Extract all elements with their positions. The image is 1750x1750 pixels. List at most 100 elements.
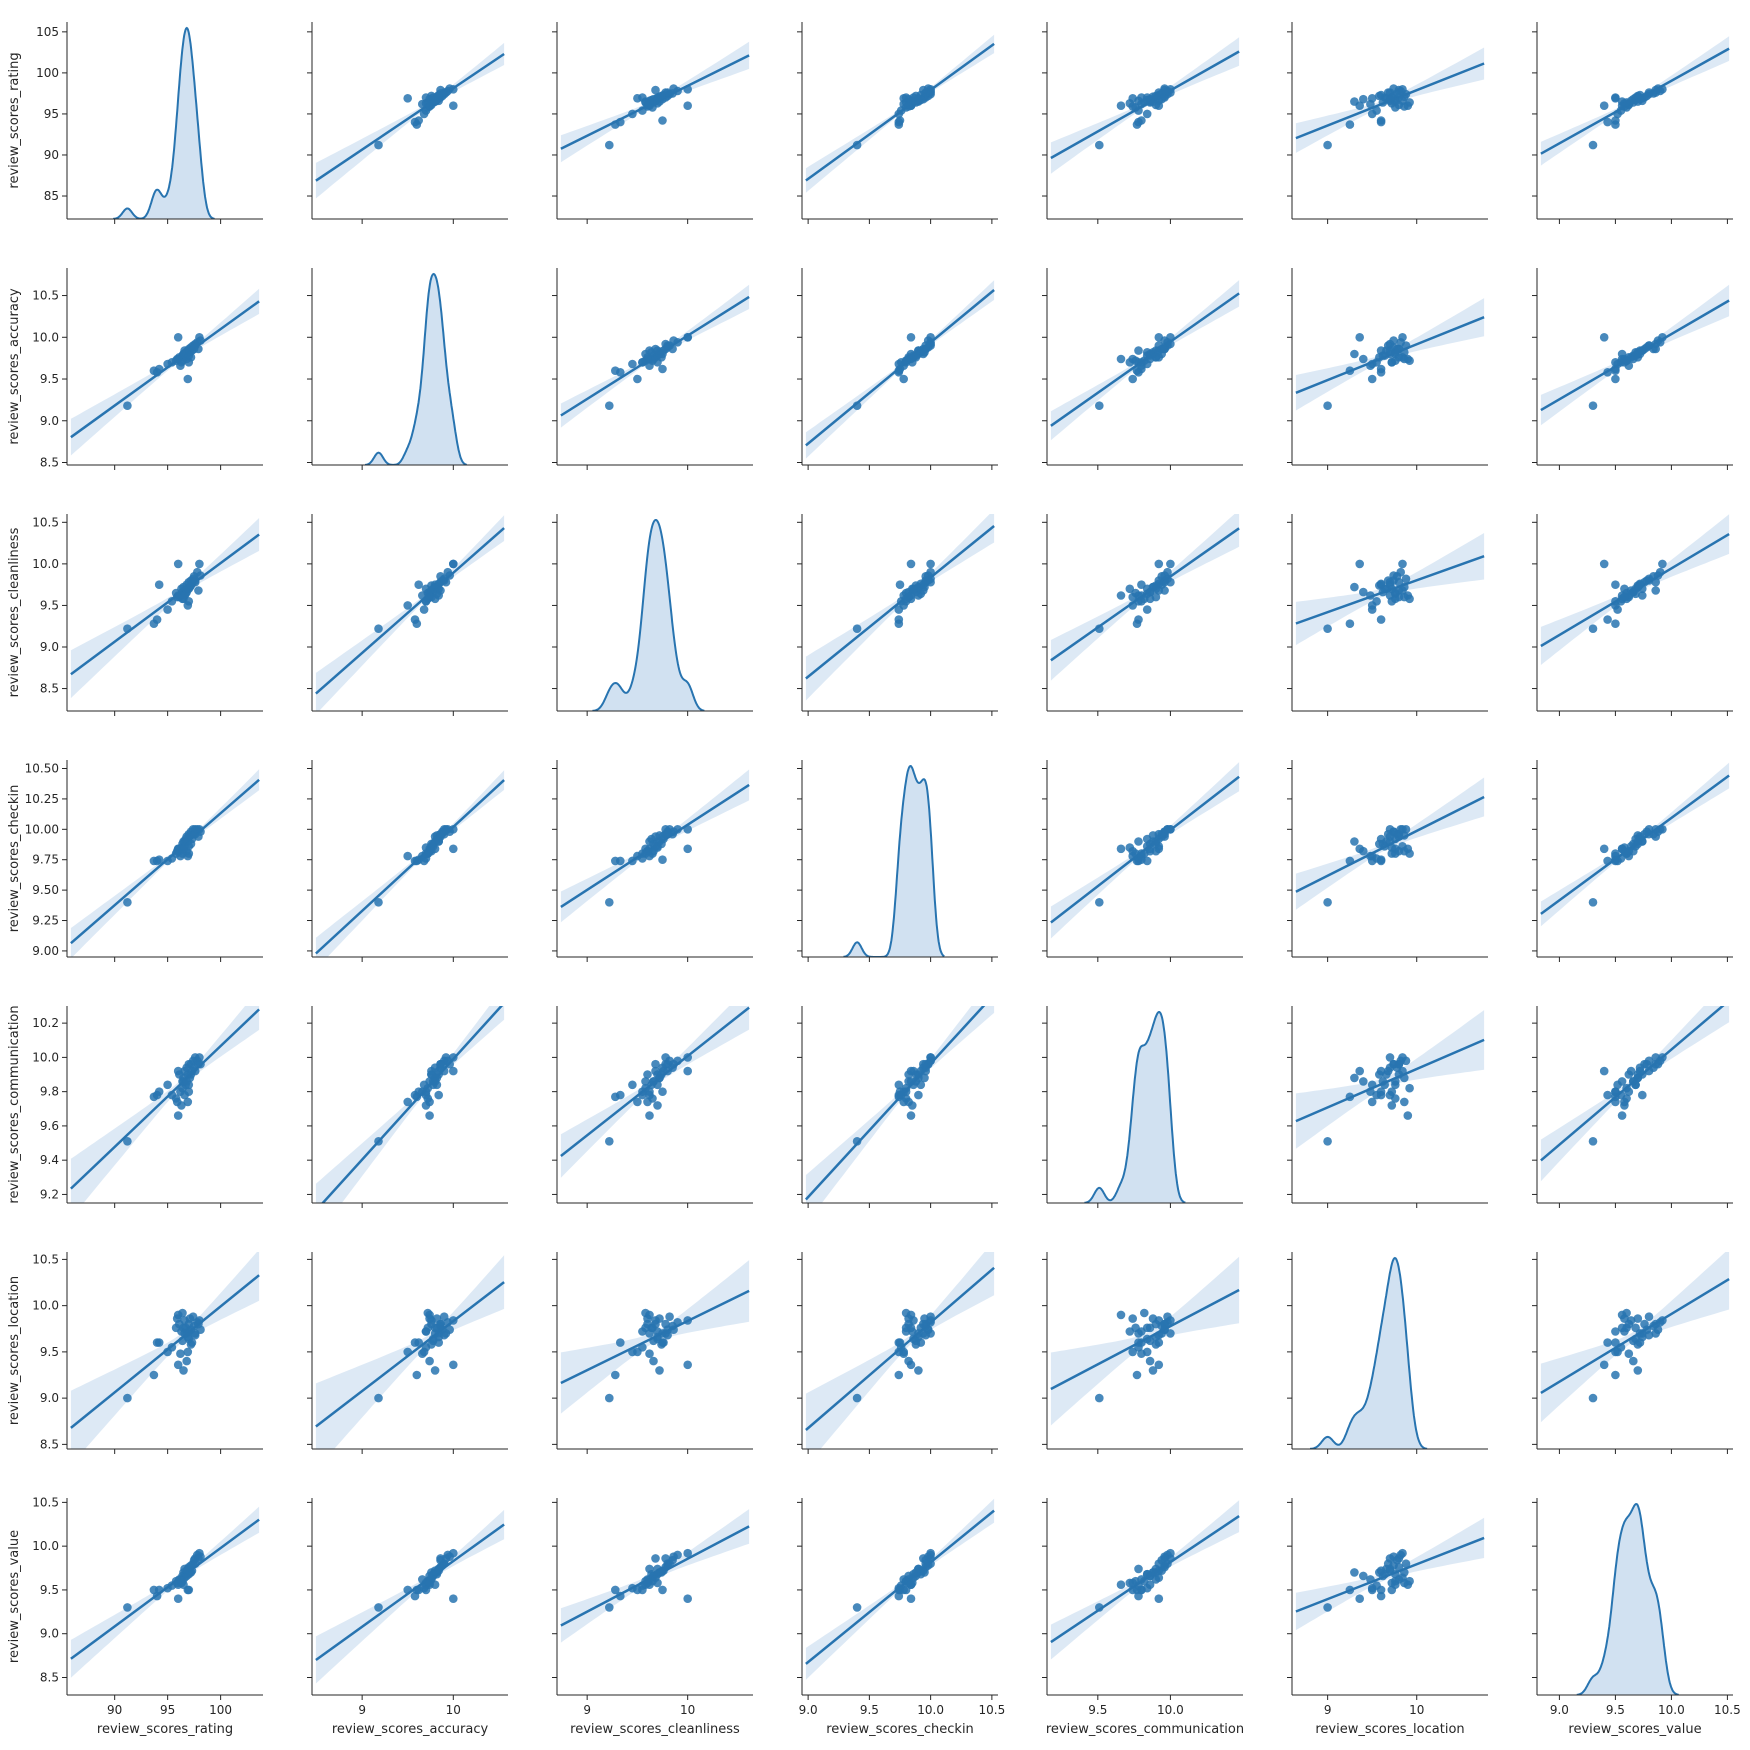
data-point xyxy=(645,1111,654,1120)
data-point xyxy=(421,1585,431,1595)
data-point xyxy=(643,1070,652,1079)
data-point xyxy=(419,605,429,614)
data-point xyxy=(1132,1370,1142,1380)
data-point xyxy=(899,1097,908,1107)
data-point xyxy=(1134,1343,1143,1352)
panel-6-4: 9.5 10.0 review_scores_communication xyxy=(1042,1498,1244,1737)
panel-content xyxy=(1050,1500,1240,1660)
panel-content xyxy=(1576,1502,1679,1695)
y-axis-label: review_scores_rating xyxy=(7,52,22,188)
ci-band xyxy=(70,1506,260,1678)
panel-content xyxy=(315,1255,505,1449)
panel-content xyxy=(113,26,215,219)
data-point xyxy=(1633,1340,1643,1349)
panel-content xyxy=(315,515,505,711)
data-point xyxy=(1372,106,1381,115)
data-point xyxy=(1154,844,1164,854)
data-point xyxy=(1403,1111,1413,1120)
data-point xyxy=(1355,844,1364,854)
ci-band xyxy=(315,515,505,711)
data-point xyxy=(657,1568,666,1577)
data-point xyxy=(1391,844,1400,854)
panel-0-6 xyxy=(1532,22,1733,224)
data-point xyxy=(374,1137,383,1146)
data-point xyxy=(179,349,188,359)
data-point xyxy=(1323,624,1332,633)
data-point xyxy=(1398,825,1407,834)
data-point xyxy=(123,401,132,411)
data-point xyxy=(1359,1571,1368,1581)
data-point xyxy=(1588,401,1598,411)
data-point xyxy=(1355,1594,1364,1603)
data-point xyxy=(641,97,650,106)
data-point xyxy=(173,333,183,342)
data-point xyxy=(1611,1327,1620,1336)
y-tick-label: 10.0 xyxy=(32,1050,59,1064)
data-point xyxy=(1154,576,1164,585)
panel-3-4 xyxy=(1042,760,1243,962)
panel-content xyxy=(804,1006,995,1203)
data-point xyxy=(1160,1319,1169,1329)
data-point xyxy=(173,559,183,569)
data-point xyxy=(425,1097,434,1107)
data-point xyxy=(154,1338,164,1347)
data-point xyxy=(641,1077,650,1086)
data-point xyxy=(172,354,182,364)
ci-band xyxy=(70,1252,260,1449)
data-point xyxy=(173,1594,183,1603)
panel-content xyxy=(1540,284,1730,426)
data-point xyxy=(1633,1314,1643,1323)
data-point xyxy=(186,839,196,849)
data-point xyxy=(649,1356,658,1366)
regression-line xyxy=(70,533,260,676)
panel-content xyxy=(315,1509,505,1684)
data-point xyxy=(921,576,930,585)
data-point xyxy=(651,1554,660,1563)
data-point xyxy=(1644,341,1654,350)
data-point xyxy=(653,1080,662,1090)
panel-1-1 xyxy=(307,268,508,470)
data-point xyxy=(430,97,440,106)
panel-2-5 xyxy=(1287,514,1488,716)
data-point xyxy=(449,1316,458,1325)
y-tick-label: 9.4 xyxy=(40,1153,59,1167)
data-point xyxy=(1095,624,1104,633)
x-tick-label: 9 xyxy=(583,1703,591,1717)
data-point xyxy=(1396,567,1405,577)
panel-0-3 xyxy=(797,22,998,224)
data-point xyxy=(852,1603,862,1612)
data-point xyxy=(657,1340,666,1349)
panel-content xyxy=(1050,1256,1240,1426)
data-point xyxy=(1375,353,1384,362)
x-axis-label: review_scores_value xyxy=(1568,1722,1701,1737)
data-point xyxy=(605,401,614,411)
data-point xyxy=(1400,592,1409,602)
data-point xyxy=(1588,140,1598,150)
data-point xyxy=(183,374,193,384)
x-axis-label: review_scores_rating xyxy=(97,1722,233,1737)
data-point xyxy=(1644,1066,1654,1076)
data-point xyxy=(1355,559,1364,569)
panel-4-5 xyxy=(1287,1006,1488,1208)
panel-content xyxy=(1084,1011,1186,1203)
data-point xyxy=(1376,615,1386,624)
data-point xyxy=(641,1580,650,1589)
panel-3-3 xyxy=(797,760,998,962)
data-point xyxy=(1383,829,1393,839)
data-point xyxy=(669,1059,678,1069)
data-point xyxy=(1644,1330,1654,1340)
data-point xyxy=(1400,846,1409,856)
data-point xyxy=(1128,1585,1137,1595)
data-point xyxy=(1154,1330,1164,1340)
y-tick-label: 9.00 xyxy=(32,944,59,958)
data-point xyxy=(1116,354,1126,364)
data-point xyxy=(1633,581,1643,590)
data-point xyxy=(1387,1101,1397,1110)
data-point xyxy=(1620,584,1629,594)
data-point xyxy=(641,844,650,854)
panel-6-0: 8.5 9.0 9.5 10.0 10.5 90 95 100 review_scores_ra… xyxy=(7,1495,263,1737)
data-point xyxy=(1137,93,1146,102)
panel-0-4 xyxy=(1042,22,1243,224)
panel-content xyxy=(560,1260,750,1414)
data-point xyxy=(1366,591,1375,600)
